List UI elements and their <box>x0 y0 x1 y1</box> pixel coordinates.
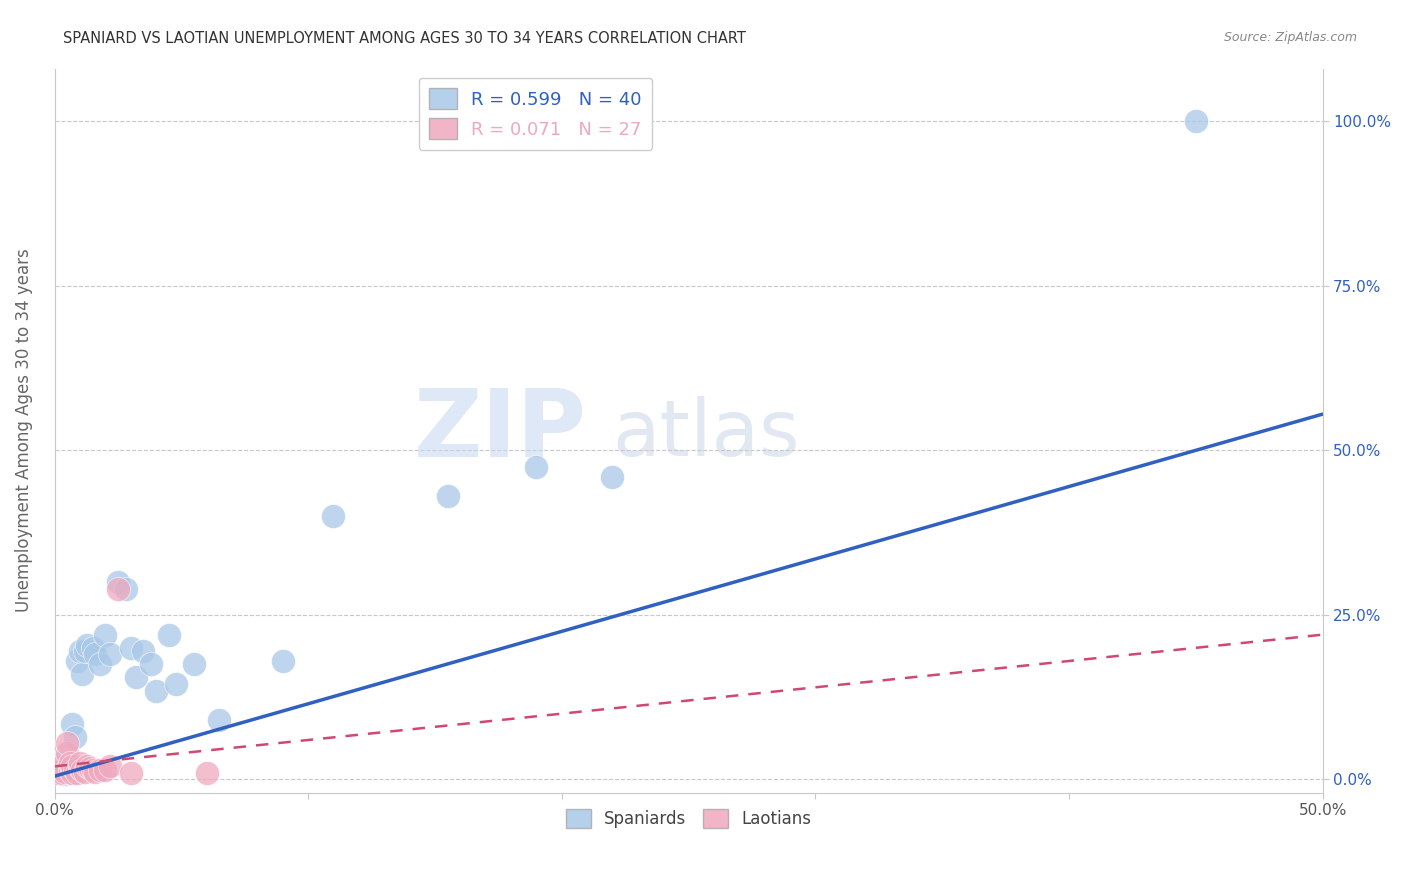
Y-axis label: Unemployment Among Ages 30 to 34 years: Unemployment Among Ages 30 to 34 years <box>15 249 32 613</box>
Point <box>46 765 69 780</box>
Point <box>63 730 86 744</box>
Point <box>69 761 91 775</box>
Point <box>120 765 142 780</box>
Point <box>107 574 129 589</box>
Point <box>56 736 79 750</box>
Point <box>183 657 205 672</box>
Point <box>524 459 547 474</box>
Point <box>66 765 89 780</box>
Point <box>82 763 104 777</box>
Point <box>94 628 117 642</box>
Point <box>59 756 82 770</box>
Point <box>60 759 83 773</box>
Point <box>1184 114 1206 128</box>
Point <box>114 582 136 596</box>
Text: atlas: atlas <box>613 396 800 472</box>
Point <box>98 759 121 773</box>
Point <box>436 490 458 504</box>
Point <box>48 763 70 777</box>
Point <box>84 648 107 662</box>
Point <box>89 657 111 672</box>
Point <box>195 765 218 780</box>
Point <box>60 716 83 731</box>
Point <box>157 628 180 642</box>
Legend: Spaniards, Laotians: Spaniards, Laotians <box>560 803 818 835</box>
Point <box>51 759 73 773</box>
Point <box>72 667 94 681</box>
Point <box>76 638 98 652</box>
Point <box>48 756 70 770</box>
Point <box>46 765 69 780</box>
Point <box>125 670 148 684</box>
Point <box>53 767 76 781</box>
Point <box>56 746 79 760</box>
Point <box>51 765 73 780</box>
Point <box>271 654 294 668</box>
Point <box>69 756 91 770</box>
Text: SPANIARD VS LAOTIAN UNEMPLOYMENT AMONG AGES 30 TO 34 YEARS CORRELATION CHART: SPANIARD VS LAOTIAN UNEMPLOYMENT AMONG A… <box>63 31 747 46</box>
Point <box>59 765 82 780</box>
Point <box>76 759 98 773</box>
Point <box>208 713 231 727</box>
Point <box>132 644 155 658</box>
Point <box>145 683 167 698</box>
Point <box>79 761 101 775</box>
Point <box>84 764 107 779</box>
Point <box>56 764 79 779</box>
Point <box>60 765 83 780</box>
Point <box>51 765 73 780</box>
Point <box>165 677 187 691</box>
Point <box>94 763 117 777</box>
Point <box>53 764 76 779</box>
Point <box>53 763 76 777</box>
Point <box>66 654 89 668</box>
Point <box>73 764 96 779</box>
Point <box>139 657 162 672</box>
Point <box>82 640 104 655</box>
Text: ZIP: ZIP <box>415 384 588 476</box>
Point <box>51 759 73 773</box>
Point <box>72 763 94 777</box>
Point <box>89 763 111 777</box>
Point <box>98 648 121 662</box>
Point <box>59 763 82 777</box>
Point <box>73 644 96 658</box>
Point <box>602 469 624 483</box>
Point <box>322 509 344 524</box>
Point <box>120 640 142 655</box>
Point <box>63 763 86 777</box>
Point <box>107 582 129 596</box>
Point <box>56 759 79 773</box>
Point <box>69 644 91 658</box>
Point <box>59 761 82 775</box>
Text: Source: ZipAtlas.com: Source: ZipAtlas.com <box>1223 31 1357 45</box>
Point <box>48 763 70 777</box>
